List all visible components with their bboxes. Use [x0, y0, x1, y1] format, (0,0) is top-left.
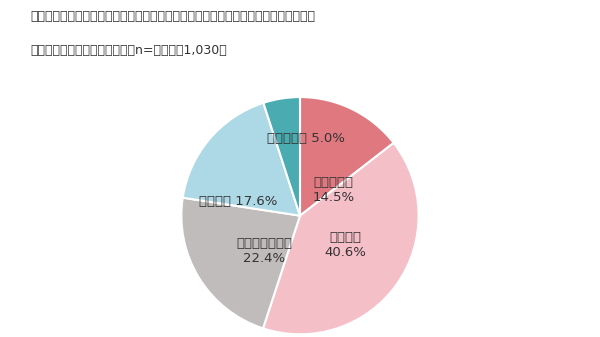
Text: とても安心
14.5%: とても安心 14.5% [312, 176, 354, 204]
Wedge shape [300, 97, 394, 216]
Text: まあ不安 17.6%: まあ不安 17.6% [199, 195, 278, 208]
Text: まあ安心
40.6%: まあ安心 40.6% [324, 231, 366, 259]
Wedge shape [263, 97, 300, 216]
Wedge shape [181, 198, 300, 328]
Text: とても不安 5.0%: とても不安 5.0% [267, 131, 345, 145]
Text: あなたは、国産生鮮食品・食材の供給・生産の未来について、安心だと感じますか？: あなたは、国産生鮮食品・食材の供給・生産の未来について、安心だと感じますか？ [30, 10, 315, 23]
Wedge shape [263, 143, 419, 334]
Text: それとも不安と感じますか？（n=消費者・1,030）: それとも不安と感じますか？（n=消費者・1,030） [30, 44, 227, 57]
Text: どちらでもない
22.4%: どちらでもない 22.4% [236, 237, 292, 265]
Wedge shape [183, 103, 300, 216]
